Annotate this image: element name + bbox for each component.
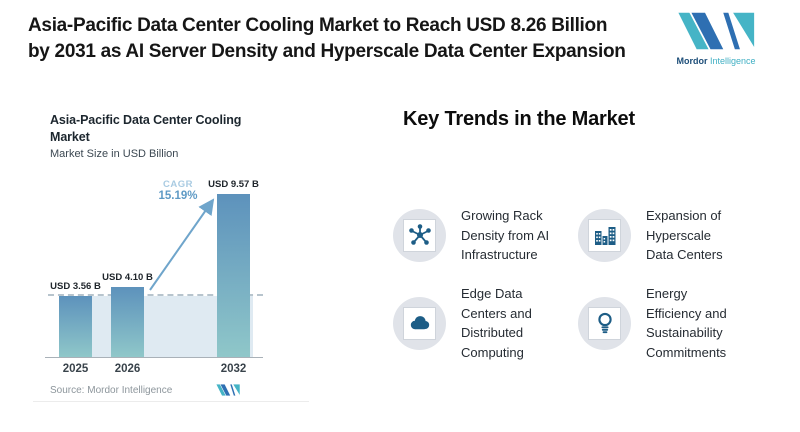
trend-icon-circle [393, 208, 446, 262]
trend-icon-circle [578, 296, 631, 350]
bar-2025 [59, 296, 92, 357]
lightbulb-icon [597, 312, 612, 334]
chart-title: Asia-Pacific Data Center Cooling Market [50, 113, 242, 144]
chart-subtitle: Market Size in USD Billion [50, 148, 179, 160]
trend-label: Edge Data Centers and Distributed Comput… [461, 286, 532, 360]
trend-icon-circle [578, 208, 631, 262]
x-axis-label: 2032 [220, 363, 247, 375]
x-axis-label: 2025 [62, 363, 89, 375]
mordor-logo-icon [677, 11, 755, 52]
trend-label: Energy Efficiency and Sustainability Com… [646, 286, 727, 360]
brand-name-primary: Mordor [676, 56, 708, 66]
card-divider [33, 401, 309, 402]
cagr-value: 15.19% [158, 190, 198, 202]
network-hub-icon [408, 224, 431, 246]
cagr-label: CAGR [163, 179, 193, 190]
mordor-logo-icon [215, 383, 241, 401]
cagr-annotation: CAGR 15.19% [143, 179, 213, 202]
bar-chart: USD 3.56 B 2025 USD 4.10 B 2026 USD 9.57 B 20… [45, 175, 263, 375]
bar-value-label: USD 4.10 B [102, 272, 153, 283]
trend-item-rack-density: Growing Rack Density from AI Infrastruct… [393, 206, 573, 265]
growth-arrow-icon [149, 198, 215, 291]
x-axis-label: 2026 [114, 363, 141, 375]
trend-item-sustainability: Energy Efficiency and Sustainability Com… [578, 284, 758, 362]
brand-wordmark: Mordor Intelligence [675, 56, 757, 66]
bar-value-label: USD 3.56 B [50, 281, 101, 292]
trend-item-hyperscale: Expansion of Hyperscale Data Centers [578, 206, 758, 265]
headline: Asia-Pacific Data Center Cooling Market … [28, 15, 626, 62]
source-text: Source: Mordor Intelligence [50, 385, 173, 396]
source-row: Source: Mordor Intelligence [50, 383, 265, 399]
trend-label: Expansion of Hyperscale Data Centers [646, 208, 723, 262]
trends-heading: Key Trends in the Market [403, 108, 635, 130]
brand-name-secondary: Intelligence [709, 56, 756, 66]
trend-icon-circle [393, 296, 446, 350]
bar-value-label: USD 9.57 B [208, 179, 259, 190]
trend-label: Growing Rack Density from AI Infrastruct… [461, 208, 550, 262]
bar-2032 [217, 194, 250, 357]
dashed-baseline [48, 294, 263, 296]
bar-2026 [111, 287, 144, 357]
buildings-icon [594, 227, 615, 246]
mordor-intelligence-logo: Mordor Intelligence [675, 9, 757, 66]
x-axis-line [45, 357, 263, 358]
cloud-icon [410, 316, 429, 330]
trend-item-edge-computing: Edge Data Centers and Distributed Comput… [393, 284, 573, 362]
